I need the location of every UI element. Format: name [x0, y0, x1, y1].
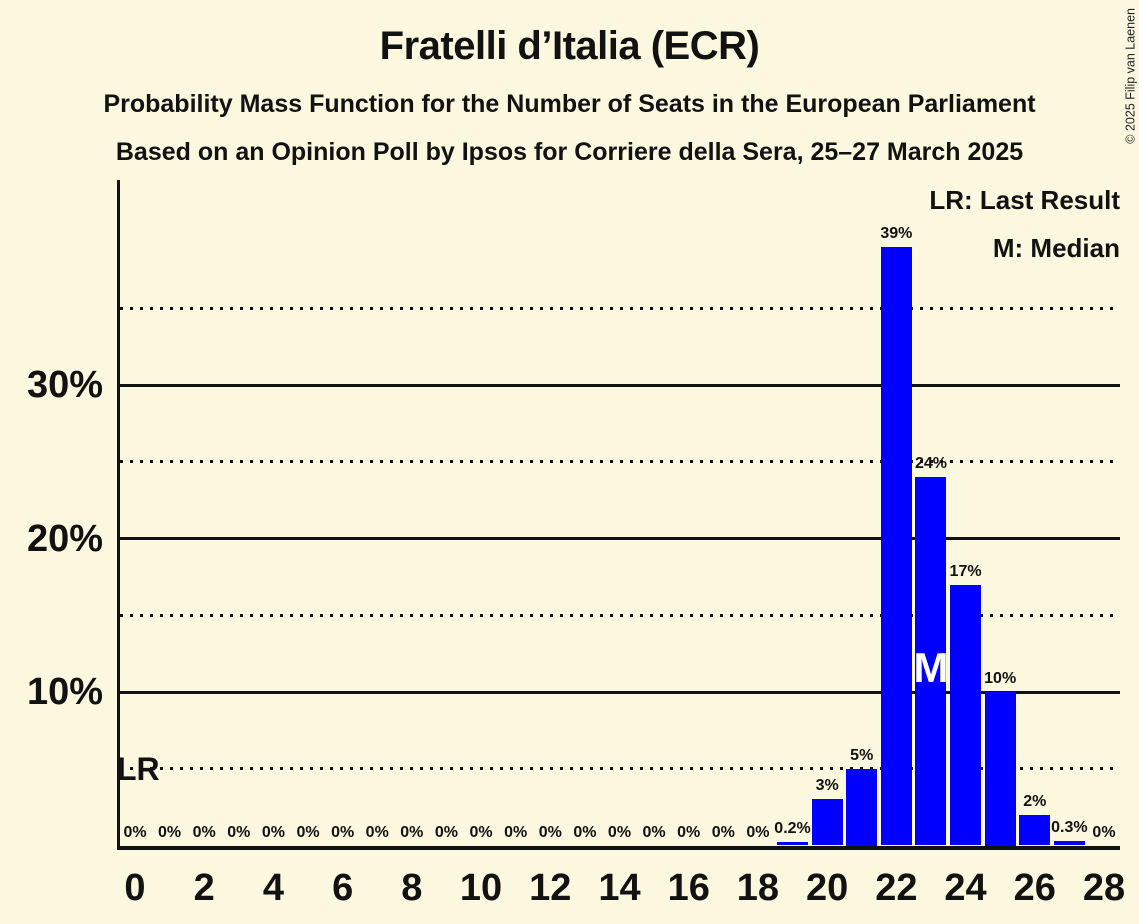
bar-value-label: 0% — [746, 823, 770, 841]
bar-value-label: 0% — [711, 823, 735, 841]
gridline-dotted — [120, 767, 1120, 771]
x-tick-label: 0 — [124, 867, 146, 909]
bar-value-label: 3% — [815, 777, 839, 795]
last-result-marker: LR — [117, 751, 160, 787]
bar-value-label: 0% — [642, 823, 666, 841]
bar-value-label: 0% — [261, 823, 285, 841]
chart-subtitle: Probability Mass Function for the Number… — [103, 90, 1036, 118]
x-tick-label: 18 — [736, 867, 780, 909]
x-tick-label: 16 — [667, 867, 710, 909]
bar-value-label: 0% — [400, 823, 424, 841]
x-tick-label: 28 — [1082, 867, 1126, 909]
median-marker: M — [913, 644, 949, 691]
x-tick-label: 2 — [193, 867, 215, 909]
bar-value-label: 5% — [850, 746, 874, 764]
bar-seat-22 — [880, 246, 912, 846]
legend: LR: Last Result M: Median — [929, 186, 1120, 262]
bar-value-label: 0% — [192, 823, 216, 841]
legend-last-result: LR: Last Result — [929, 185, 1120, 215]
x-tick-label: 12 — [529, 867, 572, 909]
x-tick-label: 26 — [1013, 867, 1056, 909]
bar-seat-26 — [1019, 814, 1051, 846]
bar-value-label: 0% — [296, 823, 320, 841]
x-tick-label: 4 — [262, 867, 284, 909]
chart-title: Fratelli d’Italia (ECR) — [379, 24, 760, 68]
gridline-dotted — [120, 306, 1120, 310]
bar-value-label: 17% — [949, 562, 982, 580]
bar-value-label: 0% — [1092, 823, 1116, 841]
bar-value-label: 0% — [227, 823, 251, 841]
bar-value-label: 0% — [504, 823, 528, 841]
gridline-dotted — [120, 460, 1120, 464]
bar-value-label: 24% — [914, 455, 947, 473]
bar-value-label: 0% — [331, 823, 355, 841]
bar-value-label: 0% — [123, 823, 147, 841]
x-tick-label: 14 — [598, 867, 641, 909]
y-tick-label: 30% — [26, 364, 103, 406]
bar-value-label: 0% — [469, 823, 493, 841]
y-tick-label: 10% — [26, 671, 103, 713]
x-tick-label: 22 — [875, 867, 918, 909]
bar-seat-25 — [984, 692, 1016, 846]
bar-value-label: 0% — [365, 823, 389, 841]
x-tick-label: 6 — [332, 867, 354, 909]
bar-value-label: 10% — [984, 670, 1017, 687]
bar-seat-20 — [811, 799, 843, 846]
bar-value-label: 0% — [158, 823, 182, 841]
bar-seat-19 — [777, 842, 809, 846]
bar-value-label: 0% — [573, 823, 597, 841]
bar-seat-21 — [846, 768, 878, 846]
bar-seat-27 — [1053, 840, 1085, 846]
gridline-solid — [120, 383, 1120, 387]
bar-value-label: 0% — [434, 823, 459, 841]
bar-value-label: 0% — [538, 823, 562, 841]
bar-value-label: 0.3% — [1051, 818, 1088, 836]
x-tick-label: 10 — [459, 867, 503, 909]
bar-value-label: 0% — [677, 823, 701, 841]
x-axis-line — [117, 846, 1120, 850]
x-tick-label: 20 — [805, 867, 849, 909]
bar-value-label: 2% — [1023, 792, 1047, 810]
gridline-solid — [120, 537, 1120, 540]
gridline-solid — [120, 690, 1120, 694]
bar-value-label: 0% — [607, 823, 632, 841]
gridline-dotted — [120, 613, 1120, 617]
y-tick-label: 20% — [26, 517, 103, 560]
x-tick-label: 24 — [944, 867, 987, 909]
y-axis-line — [117, 180, 120, 850]
legend-median: M: Median — [992, 233, 1120, 263]
x-tick-label: 8 — [401, 867, 423, 909]
bar-seat-23 — [915, 477, 947, 846]
bar-seat-24 — [950, 584, 982, 846]
chart-subtitle-source: Based on an Opinion Poll by Ipsos for Co… — [115, 138, 1024, 166]
bar-value-label: 0.2% — [774, 820, 811, 838]
bar-value-label: 39% — [880, 224, 913, 242]
